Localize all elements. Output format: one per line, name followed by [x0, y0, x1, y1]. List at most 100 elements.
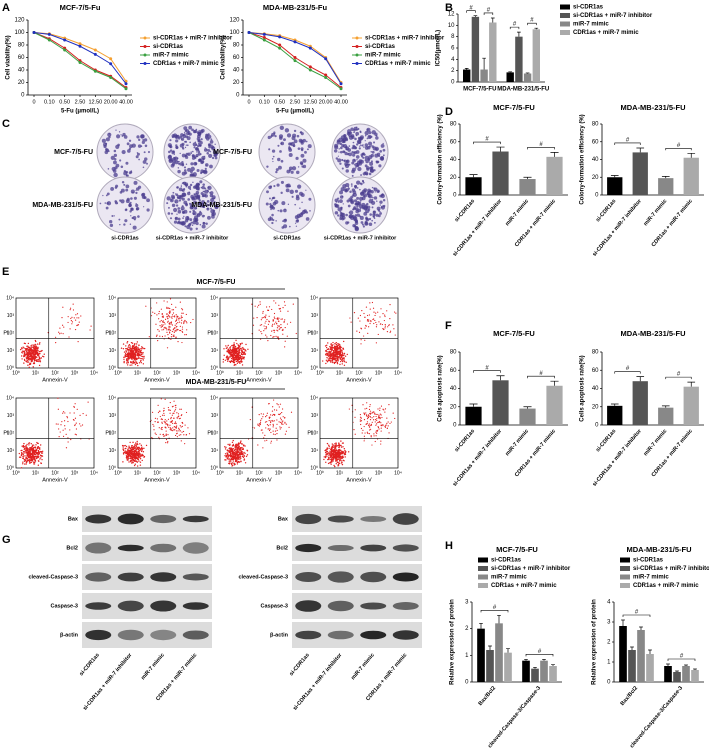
bar — [546, 156, 563, 195]
event-dot — [266, 421, 268, 423]
event-dot — [283, 320, 285, 323]
event-dot — [342, 354, 345, 357]
event-dot — [343, 360, 346, 363]
colony — [207, 133, 210, 136]
event-dot — [81, 424, 84, 426]
event-dot — [281, 318, 283, 320]
event-dot — [131, 449, 133, 451]
colony — [352, 158, 356, 163]
event-dot — [131, 345, 134, 348]
colony — [170, 163, 175, 168]
event-dot — [172, 422, 174, 425]
event-dot — [131, 350, 134, 352]
colony — [295, 156, 299, 160]
bar — [523, 73, 532, 82]
colony — [135, 207, 139, 211]
flow-tick-label: 10³ — [311, 313, 319, 319]
colony — [183, 132, 186, 134]
event-dot — [173, 335, 175, 338]
event-dot — [335, 442, 337, 444]
colony — [337, 158, 342, 163]
colony — [104, 202, 107, 204]
event-dot — [73, 406, 75, 408]
event-dot — [20, 449, 22, 452]
event-dot — [177, 416, 179, 418]
flow-tick-label: 10² — [51, 370, 59, 376]
colony — [372, 196, 374, 199]
y-tick-label: 80 — [233, 43, 240, 49]
colony — [348, 145, 351, 147]
colony — [375, 136, 379, 140]
event-dot — [332, 356, 334, 359]
event-dot — [227, 360, 229, 363]
colony — [120, 165, 124, 169]
colony — [378, 164, 382, 168]
colony — [339, 150, 343, 154]
event-dot — [334, 447, 337, 449]
bar — [646, 654, 654, 682]
event-dot — [163, 409, 165, 412]
event-dot — [238, 346, 240, 348]
event-dot — [80, 315, 82, 317]
colony — [356, 196, 360, 200]
event-dot — [35, 351, 37, 354]
event-dot — [330, 463, 332, 465]
point — [109, 62, 113, 66]
event-dot — [379, 409, 381, 411]
event-dot — [273, 300, 275, 302]
event-dot — [343, 453, 346, 456]
colony — [187, 167, 191, 172]
event-dot — [166, 301, 168, 303]
event-dot — [136, 461, 138, 463]
legend-marker — [143, 36, 147, 40]
event-dot — [176, 315, 178, 317]
event-dot — [178, 434, 180, 436]
event-dot — [279, 310, 282, 312]
colony — [130, 189, 135, 194]
significance-bracket — [667, 658, 696, 661]
bar — [486, 650, 494, 682]
event-dot — [24, 450, 26, 453]
legend-label: si-CDR1as — [153, 44, 184, 50]
colony — [105, 194, 108, 197]
colony — [353, 199, 358, 203]
event-dot — [339, 358, 341, 360]
event-dot — [264, 421, 267, 423]
event-dot — [340, 446, 343, 448]
event-dot — [179, 425, 181, 427]
event-dot — [373, 416, 375, 418]
colony — [368, 217, 372, 221]
y-tick-label: 2 — [451, 68, 455, 74]
colony — [351, 185, 353, 187]
event-dot — [68, 336, 70, 338]
event-dot — [272, 424, 274, 426]
event-dot — [26, 359, 29, 362]
event-dot — [333, 346, 336, 348]
event-dot — [327, 354, 329, 356]
event-dot — [177, 329, 179, 331]
flow-tick-label: 10² — [109, 430, 117, 436]
event-dot — [168, 329, 170, 331]
event-dot — [229, 458, 231, 460]
event-dot — [331, 458, 333, 461]
colony — [180, 184, 182, 186]
colony — [209, 140, 214, 144]
event-dot — [230, 463, 233, 466]
event-dot — [30, 443, 32, 445]
colony — [105, 142, 108, 145]
point — [78, 42, 82, 46]
event-dot — [164, 419, 166, 421]
event-dot — [386, 422, 388, 424]
colony — [208, 204, 211, 207]
event-dot — [269, 428, 271, 430]
event-dot — [40, 357, 43, 359]
colony — [192, 220, 196, 225]
event-dot — [234, 359, 236, 361]
event-dot — [23, 355, 25, 358]
colony — [171, 196, 176, 200]
chart-title: MCF-7/5-Fu — [60, 3, 101, 12]
event-dot — [363, 312, 365, 315]
event-dot — [224, 359, 227, 361]
event-dot — [176, 430, 178, 432]
event-dot — [168, 426, 170, 428]
